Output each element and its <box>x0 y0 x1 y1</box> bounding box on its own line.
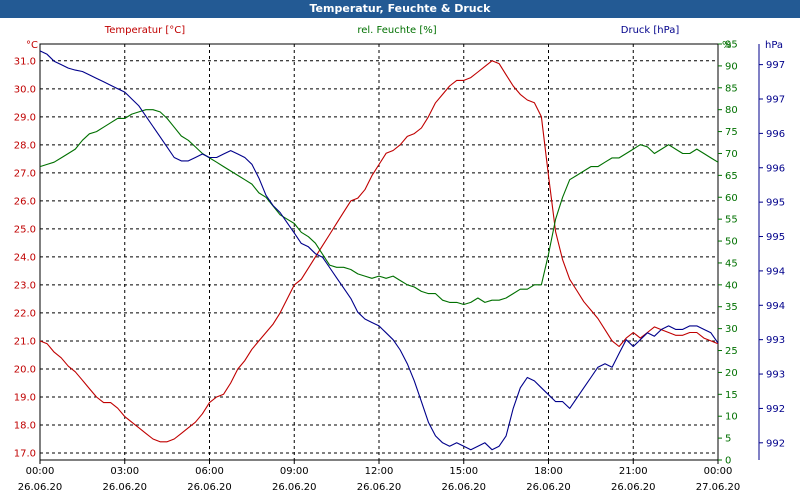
pressure-tick-label: 994 <box>766 266 785 277</box>
temperature-tick-label: 30.0 <box>14 84 36 95</box>
humidity-tick-label: 20 <box>725 368 738 379</box>
humidity-tick-label: 55 <box>725 215 738 226</box>
humidity-axis-title: rel. Feuchte [%] <box>357 25 436 36</box>
window-title: Temperatur, Feuchte & Druck <box>0 0 800 18</box>
humidity-tick-label: 40 <box>725 280 738 291</box>
humidity-tick-label: 10 <box>725 412 738 423</box>
temperature-tick-label: 29.0 <box>14 112 36 123</box>
plot-background <box>39 43 719 461</box>
humidity-series-line <box>39 109 719 306</box>
x-tick-date: 27.06.20 <box>696 482 741 493</box>
temperature-axis-title: Temperatur [°C] <box>104 25 185 36</box>
pressure-tick-label: 993 <box>766 335 785 346</box>
x-tick-date: 26.06.20 <box>611 482 656 493</box>
temperature-unit-label: °C <box>26 40 38 51</box>
humidity-tick-label: 85 <box>725 83 738 94</box>
x-tick-time: 18:00 <box>534 466 563 477</box>
weather-chart: 00:00 26.06.20 03:00 26.06.20 06:00 26.06.20 0… <box>14 25 785 493</box>
temperature-tick-label: 18.0 <box>14 420 36 431</box>
humidity-tick-label: 25 <box>725 346 738 357</box>
pressure-unit-label: hPa <box>765 40 783 51</box>
x-tick-date: 26.06.20 <box>357 482 402 493</box>
x-tick-date: 26.06.20 <box>18 482 63 493</box>
humidity-tick-label: 60 <box>725 193 738 204</box>
temperature-tick-label: 19.0 <box>14 392 36 403</box>
pressure-tick-label: 996 <box>766 163 785 174</box>
humidity-tick-label: 45 <box>725 258 738 269</box>
x-tick-time: 06:00 <box>195 466 224 477</box>
pressure-tick-label: 992 <box>766 404 785 415</box>
x-tick-date: 26.06.20 <box>526 482 571 493</box>
humidity-tick-label: 35 <box>725 302 738 313</box>
pressure-tick-label: 993 <box>766 370 785 381</box>
x-tick-time: 09:00 <box>280 466 309 477</box>
grid <box>39 43 763 464</box>
x-tick-time: 12:00 <box>365 466 394 477</box>
x-tick-time: 21:00 <box>619 466 648 477</box>
humidity-tick-label: 30 <box>725 324 738 335</box>
temperature-tick-label: 22.0 <box>14 308 36 319</box>
pressure-tick-label: 994 <box>766 301 785 312</box>
x-tick-time: 00:00 <box>26 466 55 477</box>
humidity-tick-label: 65 <box>725 171 738 182</box>
x-tick-time: 00:00 <box>704 466 733 477</box>
humidity-tick-label: 90 <box>725 61 738 72</box>
pressure-tick-label: 997 <box>766 60 785 71</box>
pressure-tick-label: 997 <box>766 95 785 106</box>
temperature-tick-label: 25.0 <box>14 224 36 235</box>
pressure-tick-label: 992 <box>766 438 785 449</box>
x-tick-date: 26.06.20 <box>272 482 317 493</box>
temperature-tick-label: 28.0 <box>14 140 36 151</box>
x-tick-time: 03:00 <box>110 466 139 477</box>
humidity-tick-label: 50 <box>725 237 738 248</box>
temperature-tick-label: 31.0 <box>14 56 36 67</box>
humidity-unit-label: % <box>722 40 732 51</box>
humidity-tick-label: 75 <box>725 127 738 138</box>
temperature-tick-label: 17.0 <box>14 448 36 459</box>
temperature-series-line <box>39 60 719 443</box>
pressure-axis-title: Druck [hPa] <box>621 25 680 36</box>
humidity-tick-label: 0 <box>725 456 731 467</box>
x-tick-date: 26.06.20 <box>102 482 147 493</box>
temperature-tick-label: 27.0 <box>14 168 36 179</box>
x-tick-date: 26.06.20 <box>441 482 486 493</box>
pressure-tick-label: 996 <box>766 129 785 140</box>
humidity-tick-label: 15 <box>725 390 738 401</box>
x-tick-date: 26.06.20 <box>187 482 232 493</box>
humidity-tick-label: 70 <box>725 149 738 160</box>
humidity-tick-label: 95 <box>725 40 738 51</box>
temperature-tick-label: 26.0 <box>14 196 36 207</box>
temperature-tick-label: 23.0 <box>14 280 36 291</box>
pressure-tick-label: 995 <box>766 198 785 209</box>
humidity-tick-label: 5 <box>725 434 731 445</box>
axis-labels: 00:00 26.06.20 03:00 26.06.20 06:00 26.06.20 0… <box>14 25 785 493</box>
humidity-tick-label: 80 <box>725 105 738 116</box>
x-tick-time: 15:00 <box>449 466 478 477</box>
temperature-tick-label: 24.0 <box>14 252 36 263</box>
temperature-tick-label: 21.0 <box>14 336 36 347</box>
pressure-tick-label: 995 <box>766 232 785 243</box>
series-lines <box>39 50 719 451</box>
pressure-series-line <box>39 50 719 451</box>
temperature-tick-label: 20.0 <box>14 364 36 375</box>
